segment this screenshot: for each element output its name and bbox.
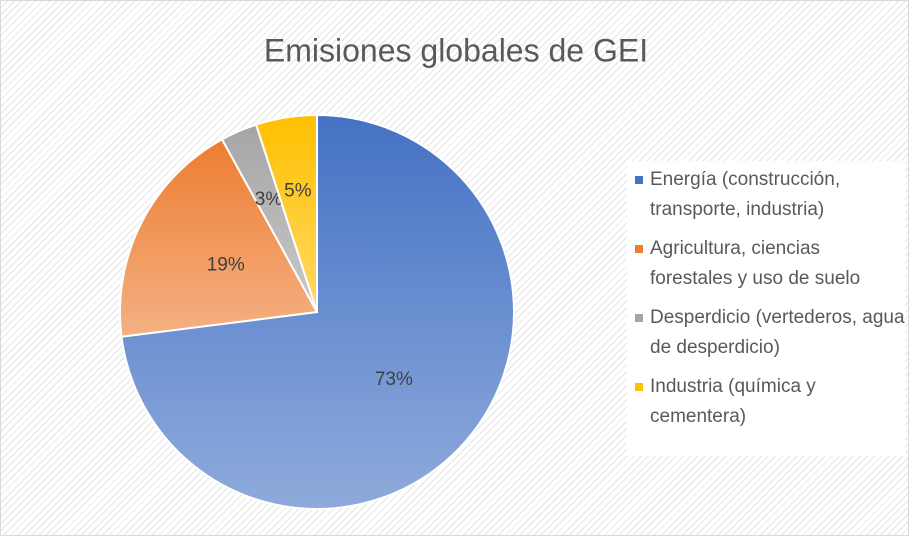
chart-title: Emisiones globales de GEI [264,32,648,68]
legend-swatch [635,314,643,322]
legend-swatch [635,245,643,253]
data-label: 73% [375,369,413,390]
legend-entry: Agricultura, ciencias forestales y uso d… [635,234,905,294]
pie-slice [119,138,319,338]
legend-label: Energía (construcción, transporte, indus… [650,169,841,220]
legend-entry: Industria (química y cementera) [635,372,905,432]
legend-entry: Energía (construcción, transporte, indus… [635,165,905,225]
data-label: 19% [207,255,245,276]
legend-swatch [635,176,643,184]
legend-entry: Desperdicio (vertederos, agua de desperd… [635,303,905,363]
pie-slice [254,113,318,313]
legend-swatch [635,383,643,391]
legend-label: Industria (química y cementera) [650,376,816,427]
legend-label: Desperdicio (vertederos, agua de desperd… [650,307,905,358]
data-label: 3% [255,189,283,210]
data-label: 5% [284,180,312,201]
legend: Energía (construcción, transporte, indus… [627,161,905,456]
legend-label: Agricultura, ciencias forestales y uso d… [650,238,861,289]
